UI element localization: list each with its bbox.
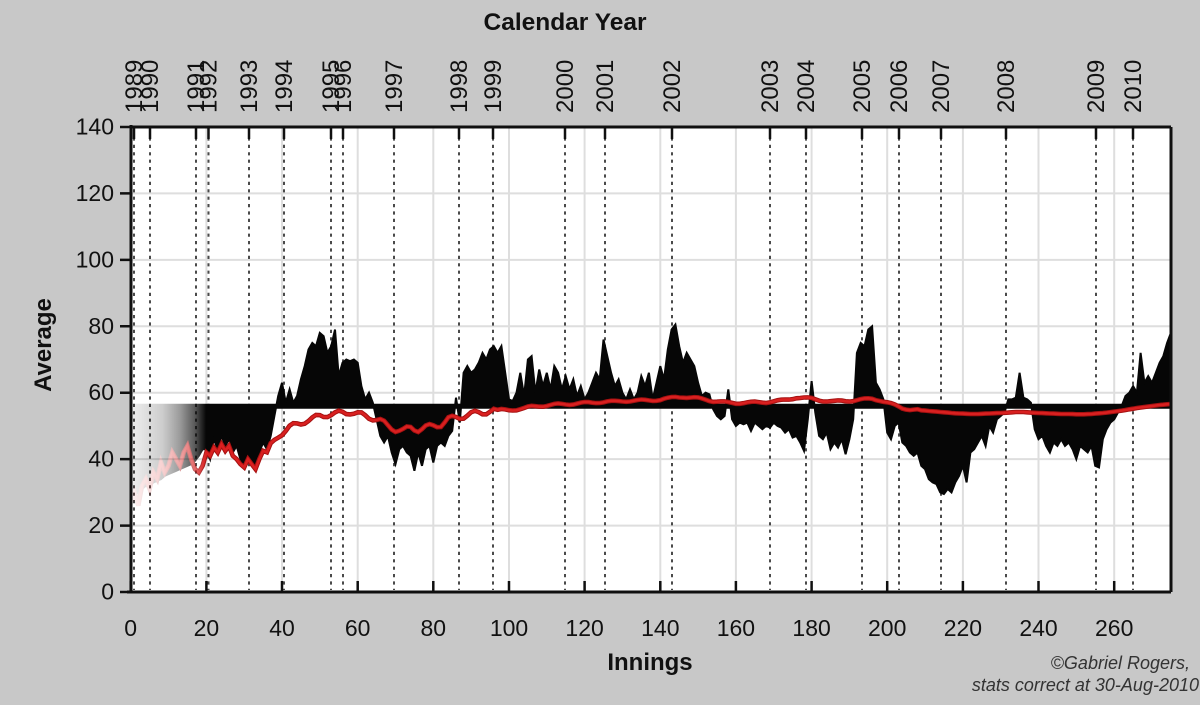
svg-text:2004: 2004	[793, 60, 820, 113]
svg-text:40: 40	[88, 446, 114, 472]
svg-text:2001: 2001	[592, 60, 619, 113]
svg-text:1995: 1995	[318, 60, 345, 113]
svg-text:2009: 2009	[1083, 60, 1110, 113]
svg-text:2008: 2008	[993, 60, 1020, 113]
svg-text:140: 140	[76, 114, 114, 140]
svg-text:100: 100	[490, 615, 528, 641]
svg-text:20: 20	[194, 615, 220, 641]
svg-text:1997: 1997	[381, 60, 408, 113]
svg-text:Innings: Innings	[607, 649, 692, 676]
svg-text:©Gabriel Rogers,: ©Gabriel Rogers,	[1051, 653, 1190, 673]
svg-text:80: 80	[88, 313, 114, 339]
svg-text:1989: 1989	[121, 60, 148, 113]
svg-text:120: 120	[565, 615, 603, 641]
svg-text:60: 60	[88, 379, 114, 405]
svg-text:1999: 1999	[480, 60, 507, 113]
svg-text:100: 100	[76, 246, 114, 272]
svg-text:2010: 2010	[1120, 60, 1147, 113]
svg-text:2000: 2000	[552, 60, 579, 113]
svg-text:200: 200	[868, 615, 906, 641]
svg-text:60: 60	[345, 615, 371, 641]
svg-text:Average: Average	[30, 298, 57, 392]
svg-text:2007: 2007	[928, 60, 955, 113]
svg-text:stats correct at 30-Aug-2010: stats correct at 30-Aug-2010	[972, 675, 1199, 695]
svg-text:2006: 2006	[886, 60, 913, 113]
svg-text:2003: 2003	[757, 60, 784, 113]
svg-text:1993: 1993	[236, 60, 263, 113]
svg-text:1992: 1992	[196, 60, 223, 113]
svg-text:40: 40	[269, 615, 295, 641]
svg-text:0: 0	[124, 615, 137, 641]
svg-text:20: 20	[88, 512, 114, 538]
svg-text:80: 80	[421, 615, 447, 641]
svg-text:240: 240	[1019, 615, 1057, 641]
svg-text:1994: 1994	[271, 60, 298, 113]
svg-text:140: 140	[641, 615, 679, 641]
svg-text:120: 120	[76, 180, 114, 206]
svg-text:2002: 2002	[659, 60, 686, 113]
svg-text:1991: 1991	[183, 60, 210, 113]
svg-text:180: 180	[792, 615, 830, 641]
svg-text:1998: 1998	[446, 60, 473, 113]
svg-text:0: 0	[101, 579, 114, 605]
svg-text:220: 220	[944, 615, 982, 641]
svg-text:Calendar Year: Calendar Year	[484, 9, 647, 36]
svg-text:1990: 1990	[137, 60, 164, 113]
svg-text:2005: 2005	[849, 60, 876, 113]
svg-text:1996: 1996	[330, 60, 357, 113]
svg-text:260: 260	[1095, 615, 1133, 641]
svg-text:160: 160	[717, 615, 755, 641]
